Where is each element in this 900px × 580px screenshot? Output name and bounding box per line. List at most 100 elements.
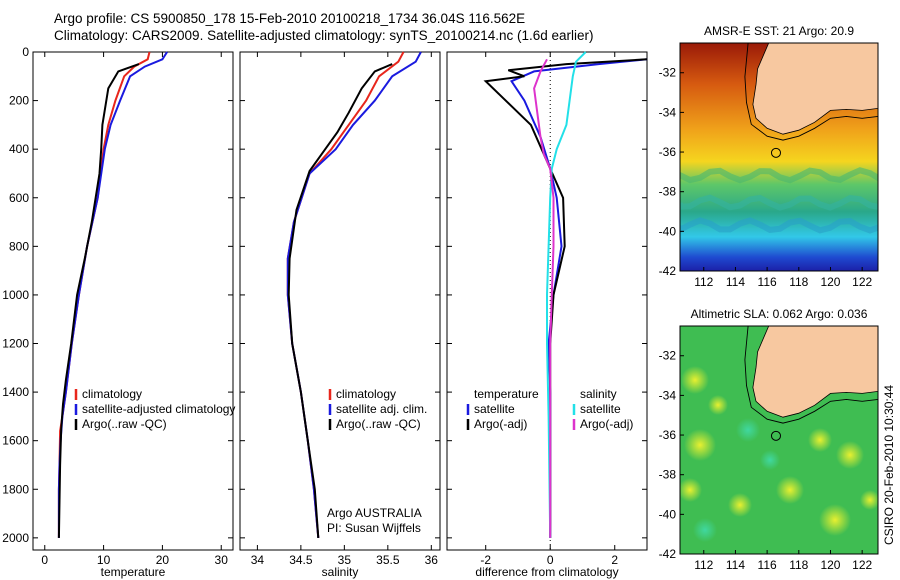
x-tick-label: 34.5 xyxy=(289,553,313,567)
x-tick-label: 30 xyxy=(215,553,229,567)
map-y-tick-label: -32 xyxy=(659,349,677,363)
plot-frame-salinity xyxy=(239,51,441,551)
series-line-difference-2 xyxy=(546,51,587,538)
sla-anomaly-blob xyxy=(776,476,804,504)
map-y-tick-label: -32 xyxy=(659,66,677,80)
map-x-tick-label: 116 xyxy=(758,558,777,572)
map-x-tick-label: 118 xyxy=(789,558,808,572)
map-y-tick-label: -38 xyxy=(659,185,677,199)
legend-label: satellite-adjusted climatology xyxy=(82,402,235,416)
map-sla_map: Altimetric SLA: 0.062 Argo: 0.036 112 114 1… xyxy=(659,307,879,572)
map-y-tick-label: -38 xyxy=(659,468,677,482)
sst-band xyxy=(680,194,878,211)
chart-title-line-2: Climatology: CARS2009. Satellite-adjuste… xyxy=(54,28,594,43)
map-y-tick-label: -36 xyxy=(659,428,677,442)
legend-label: satellite adj. clim. xyxy=(336,402,427,416)
map-y-tick-label: -42 xyxy=(659,547,677,561)
x-tick-label: 2 xyxy=(611,553,618,567)
map-field xyxy=(680,43,878,271)
y-tick-label: 800 xyxy=(9,239,29,253)
argo-float-marker xyxy=(770,147,781,158)
map-y-tick-label: -34 xyxy=(659,388,677,402)
sla-anomaly-blob xyxy=(836,441,864,469)
annotation-text: PI: Susan Wijffels xyxy=(327,521,421,535)
shelf-contour xyxy=(744,326,878,424)
legend-label: satellite xyxy=(474,402,515,416)
legend-label: climatology xyxy=(336,387,396,401)
y-tick-label: 0 xyxy=(22,45,29,59)
panel-temperature: 0 10 20 30 temperature 0 200 400 600 800 1000 1200 1… xyxy=(2,45,235,579)
series-line-difference-3 xyxy=(533,58,555,538)
map-title: Altimetric SLA: 0.062 Argo: 0.036 xyxy=(691,307,868,321)
plot-frame-temperature xyxy=(32,51,234,551)
map-x-tick-label: 120 xyxy=(820,275,840,289)
y-tick-label: 1000 xyxy=(2,288,29,302)
y-tick-label: 1400 xyxy=(2,385,29,399)
shelf-contour xyxy=(744,43,878,141)
legend-label: Argo(..raw -QC) xyxy=(336,417,421,431)
map-sst_map: AMSR-E SST: 21 Argo: 20.9 112 114 116 118 120… xyxy=(659,24,879,289)
x-tick-label: 0 xyxy=(41,553,48,567)
series-line-salinity-2 xyxy=(287,63,393,538)
map-x-tick-label: 112 xyxy=(694,558,713,572)
map-y-tick-label: -36 xyxy=(659,145,677,159)
sla-anomaly-blob xyxy=(693,518,717,542)
sst-band xyxy=(680,217,878,234)
x-axis-label: salinity xyxy=(322,565,359,579)
y-tick-label: 200 xyxy=(9,94,29,108)
timestamp-label: CSIRO 20-Feb-2010 10:30:44 xyxy=(882,385,896,545)
panel-salinity: 34 34.5 35 35.5 36 salinity climatologysatelli… xyxy=(239,51,441,579)
sst-band xyxy=(680,167,878,184)
sla-anomaly-blob xyxy=(819,504,851,536)
map-x-tick-label: 122 xyxy=(852,275,872,289)
y-tick-label: 1800 xyxy=(2,482,29,496)
chart-title-line-1: Argo profile: CS 5900850_178 15-Feb-2010… xyxy=(54,11,526,26)
x-tick-label: 35.5 xyxy=(376,553,400,567)
legend-label: salinity xyxy=(580,387,617,401)
x-tick-label: 34 xyxy=(251,553,265,567)
y-tick-label: 1600 xyxy=(2,434,29,448)
map-frame xyxy=(679,42,879,272)
y-tick-label: 2000 xyxy=(2,531,29,545)
map-y-tick-label: -40 xyxy=(659,507,677,521)
map-frame xyxy=(679,325,879,555)
x-axis-label: temperature xyxy=(101,565,166,579)
sla-anomaly-blob xyxy=(681,366,709,394)
x-tick-label: -2 xyxy=(480,553,491,567)
sla-anomaly-blob xyxy=(708,395,728,415)
x-tick-label: 0 xyxy=(547,553,554,567)
map-x-tick-label: 118 xyxy=(789,275,808,289)
x-axis-label: difference from climatology xyxy=(475,565,618,579)
map-x-tick-label: 116 xyxy=(758,275,777,289)
land-mass xyxy=(752,43,878,135)
legend-label: Argo(-adj) xyxy=(474,417,527,431)
argo-float-marker xyxy=(770,430,781,441)
series-line-temperature-2 xyxy=(57,63,140,538)
land-mass xyxy=(752,326,878,418)
map-x-tick-label: 114 xyxy=(726,558,745,572)
sla-anomaly-blob xyxy=(860,490,878,510)
x-tick-label: 10 xyxy=(97,553,111,567)
x-tick-label: 35 xyxy=(338,553,352,567)
map-x-tick-label: 122 xyxy=(852,558,872,572)
map-y-tick-label: -42 xyxy=(659,264,677,278)
map-x-tick-label: 120 xyxy=(820,558,840,572)
sla-anomaly-blob xyxy=(736,418,760,442)
y-tick-label: 1200 xyxy=(2,337,29,351)
y-tick-label: 400 xyxy=(9,142,29,156)
sla-anomaly-blob xyxy=(728,493,752,517)
map-x-tick-label: 114 xyxy=(726,275,745,289)
legend-label: Argo(..raw -QC) xyxy=(82,417,167,431)
legend-label: climatology xyxy=(82,387,142,401)
legend-label: satellite xyxy=(580,402,621,416)
sla-anomaly-blob xyxy=(760,450,780,470)
map-y-tick-label: -34 xyxy=(659,105,677,119)
x-tick-label: 36 xyxy=(425,553,439,567)
map-x-tick-label: 112 xyxy=(694,275,713,289)
sla-anomaly-blob xyxy=(808,428,832,452)
sla-anomaly-blob xyxy=(684,429,716,461)
sla-anomaly-blob xyxy=(680,478,702,502)
map-title: AMSR-E SST: 21 Argo: 20.9 xyxy=(704,24,854,38)
